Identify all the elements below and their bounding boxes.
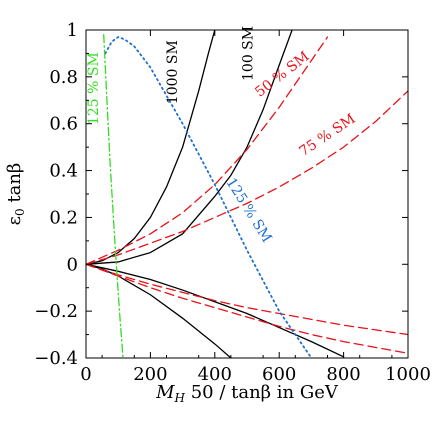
- y-tick-label: −0.2: [34, 301, 78, 322]
- y-tick-label: 0.4: [49, 161, 78, 182]
- x-tick-label: 200: [133, 364, 167, 385]
- x-tick-label: 0: [80, 364, 91, 385]
- curve-label-0: 1000 SM: [165, 40, 181, 104]
- curve-1000-upper: [86, 30, 216, 265]
- x-axis-label-rest: 50 / tanβ in GeV: [185, 382, 339, 403]
- y-tick-label: 1: [67, 20, 78, 41]
- curve-75-upper: [86, 90, 408, 265]
- y-axis-label-rest: tanβ: [4, 163, 25, 209]
- x-tick-label: 800: [326, 364, 360, 385]
- curve-125-blue: [104, 36, 313, 358]
- x-tick-label: 400: [198, 364, 232, 385]
- y-axis-label: ε0 tanβ: [4, 163, 27, 226]
- curve-1000-lower: [86, 263, 232, 358]
- x-axis-label-symbol: M: [155, 382, 175, 403]
- curve-50-lower: [86, 263, 408, 354]
- curve-label-5: 125 % SM: [86, 52, 102, 125]
- y-tick-label: 0.8: [49, 67, 78, 88]
- x-ticks: 0 200 400 600 800 1000: [80, 30, 431, 385]
- y-axis-label-epsilon: ε: [4, 216, 25, 225]
- curve-label-1: 100 SM: [241, 26, 257, 81]
- curve-label-3: 75 % SM: [297, 111, 359, 160]
- curve-125-green: [103, 34, 124, 358]
- y-tick-label: −0.4: [34, 348, 78, 369]
- x-axis-label: MH 50 / tanβ in GeV: [155, 382, 339, 405]
- x-axis-label-subscript: H: [174, 391, 186, 405]
- y-tick-label: 0.2: [49, 207, 78, 228]
- curve-100-upper: [86, 30, 293, 265]
- y-tick-label: 0.6: [49, 114, 78, 135]
- y-axis-label-subscript: 0: [13, 208, 27, 216]
- x-tick-label: 600: [262, 364, 296, 385]
- y-tick-label: 0: [67, 254, 78, 275]
- x-tick-label: 1000: [385, 364, 431, 385]
- curves-layer: [86, 30, 408, 358]
- curve-100-lower: [86, 263, 345, 358]
- curve-50-upper: [86, 36, 329, 265]
- curve-75-lower: [86, 263, 408, 336]
- y-ticks: −0.4 −0.2 0 0.2 0.4 0.6 0.8 1: [34, 20, 408, 369]
